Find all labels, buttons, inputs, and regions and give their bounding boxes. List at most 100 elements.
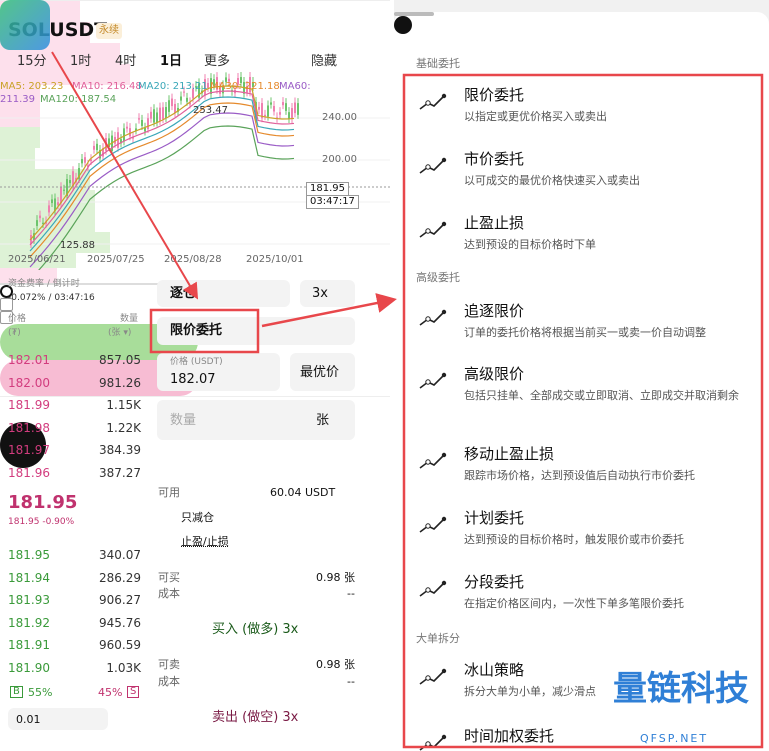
best-price[interactable]: 最优价 (300, 365, 340, 380)
reduce-only[interactable]: 只减仓 (181, 511, 214, 524)
candle (285, 103, 287, 111)
candle (147, 118, 149, 130)
bid-price: 181.90 (8, 660, 50, 675)
buy-badge: B (10, 686, 23, 698)
available-label: 可用 (158, 486, 180, 499)
order-type-title[interactable]: 止盈止损 (464, 214, 525, 232)
candle (126, 126, 128, 129)
order-type-desc: 以指定或更优价格买入或卖出 (464, 110, 607, 123)
timeframe[interactable]: 1日 (160, 54, 183, 69)
bid-qty: 1.03K (106, 660, 141, 675)
sell-badge: S (127, 686, 140, 698)
timeframe[interactable]: 1时 (70, 54, 92, 69)
watermark-name: 量链科技 (613, 669, 749, 709)
precision[interactable]: 0.01 (16, 713, 41, 726)
last-sub: 181.95 -0.90% (8, 517, 75, 527)
candle (156, 112, 158, 123)
candle (273, 105, 275, 112)
candle (198, 83, 200, 98)
order-type[interactable]: 限价委托 (170, 323, 223, 338)
timeframe[interactable]: 4时 (115, 54, 137, 69)
qty-unit[interactable]: 张 (316, 413, 330, 428)
margin-mode[interactable]: 逐仓 (170, 286, 197, 301)
order-type-desc: 包括只挂单、全部成交或立即取消、立即成交并取消剩余 (464, 389, 739, 402)
watermark-logo (0, 0, 50, 50)
ma-label: MA20: 213.21 (138, 81, 208, 92)
ob-header: (₮) (8, 328, 21, 338)
checkbox[interactable] (0, 311, 13, 324)
buy-text[interactable]: 买入 (做多) 3x (212, 622, 299, 637)
ma-label: MA5: 203.23 (0, 81, 64, 92)
sell-text[interactable]: 卖出 (做空) 3x (212, 710, 299, 725)
tag: 永续 (96, 23, 122, 39)
bid-qty: 340.07 (99, 548, 141, 562)
ask-qty: 384.39 (99, 443, 141, 457)
order-type-title[interactable]: 分段委托 (464, 573, 525, 591)
order-type-title[interactable]: 冰山策略 (464, 661, 525, 679)
ask-qty: 387.27 (99, 465, 141, 480)
ma-label: MA30: 221.18 (210, 81, 280, 92)
ask-qty: 1.22K (106, 420, 141, 435)
candle (288, 112, 290, 119)
countdown: 03:47:17 (306, 195, 359, 209)
leverage[interactable]: 3x (312, 286, 328, 301)
ob-header: 价格 (8, 314, 27, 324)
price-input[interactable] (157, 353, 280, 391)
label: 可卖 (158, 658, 180, 671)
candle (216, 77, 218, 90)
candle (171, 98, 173, 107)
tp-sl[interactable]: 止盈/止损 (181, 535, 229, 548)
order-type-title[interactable]: 移动止盈止损 (464, 445, 555, 463)
timeframe[interactable]: 更多 (204, 54, 231, 69)
order-type-title[interactable]: 限价委托 (464, 86, 525, 104)
bid-price: 181.91 (8, 638, 50, 652)
high-label: 253.47 (193, 105, 228, 116)
ask-price: 181.99 (8, 398, 50, 412)
candle (204, 79, 206, 96)
precision-select[interactable] (8, 708, 108, 730)
candle (282, 102, 284, 106)
low-label: 125.88 (60, 240, 95, 251)
order-type-title[interactable]: 时间加权委托 (464, 727, 555, 745)
order-icon (419, 734, 447, 751)
price-tick: 200.00 (322, 154, 357, 165)
candle (36, 220, 38, 226)
qty-input[interactable] (157, 400, 355, 440)
nav-center[interactable] (0, 422, 46, 468)
value: 0.98 张 (316, 571, 355, 584)
candle (186, 97, 188, 102)
date-label: 2025/10/01 (246, 254, 304, 265)
label: 成本 (158, 587, 180, 600)
candle (141, 119, 143, 126)
candle (153, 109, 155, 123)
candle (258, 106, 260, 110)
candle (159, 107, 161, 121)
checkbox[interactable] (0, 298, 13, 311)
order-type-title[interactable]: 高级限价 (464, 365, 525, 383)
order-type-title[interactable]: 计划委托 (464, 509, 525, 527)
buy-ratio: 55% (28, 686, 53, 699)
bid-price: 181.95 (8, 548, 50, 562)
ask-price: 181.97 (8, 443, 50, 457)
order-type-title[interactable]: 市价委托 (464, 150, 525, 168)
timeframe[interactable]: 15分 (17, 54, 47, 69)
label: 可买 (158, 571, 180, 584)
order-type-title[interactable]: 追逐限价 (464, 302, 525, 320)
depth-bar (0, 148, 35, 169)
order-icon (419, 372, 447, 389)
bid-price: 181.93 (8, 593, 50, 607)
timeframe[interactable]: 隐藏 (311, 54, 338, 69)
candle (138, 118, 140, 120)
date-label: 2025/07/25 (87, 254, 145, 265)
price[interactable]: 182.07 (170, 372, 216, 387)
sell-ratio: 45% (98, 686, 123, 699)
best-price-btn[interactable] (290, 353, 355, 391)
order-icon (419, 157, 447, 174)
bid-qty: 906.27 (99, 593, 141, 607)
candle (93, 145, 95, 150)
candle (69, 180, 71, 184)
ma-label: MA10: 216.48 (72, 81, 142, 92)
qty-placeholder[interactable]: 数量 (170, 413, 197, 428)
watermark-domain: QFSP.NET (640, 732, 709, 745)
slider-knob[interactable] (0, 285, 13, 298)
